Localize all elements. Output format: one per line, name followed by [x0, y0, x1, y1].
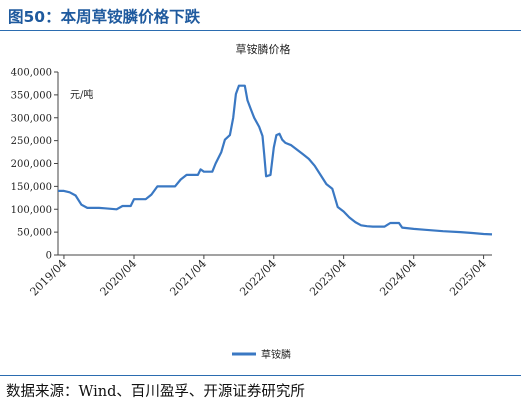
y-tick-label: 300,000 — [11, 113, 52, 124]
x-tick-label: 2021/04 — [167, 257, 209, 299]
line-chart: 草铵膦价格 元/吨 0 50,000 100,000 150,000 200,000 25… — [11, 42, 493, 361]
series-layer — [58, 84, 493, 236]
y-tick-label: 400,000 — [11, 68, 52, 79]
y-tick-label: 100,000 — [11, 205, 52, 216]
y-tick-label: 50,000 — [17, 228, 52, 239]
x-tick-label: 2019/04 — [28, 257, 70, 299]
unit-label: 元/吨 — [70, 88, 93, 101]
y-tick-label: 250,000 — [11, 136, 52, 147]
x-tick-label: 2025/04 — [447, 257, 489, 299]
source-note: 数据来源：Wind、百川盈孚、开源证券研究所 — [6, 384, 305, 400]
figure-title: 图50：本周草铵膦价格下跌 — [8, 8, 201, 26]
x-tick-label: 2020/04 — [98, 257, 140, 299]
y-tick-label: 150,000 — [11, 182, 52, 193]
title-divider — [0, 30, 521, 31]
y-tick-label: 200,000 — [11, 159, 52, 170]
y-tick-label: 350,000 — [11, 90, 52, 101]
x-tick-label: 2024/04 — [377, 257, 419, 299]
chart-title: 草铵膦价格 — [236, 42, 291, 56]
x-tick-label: 2023/04 — [307, 257, 349, 299]
legend: 草铵膦 — [232, 348, 291, 361]
y-axis: 0 50,000 100,000 150,000 200,000 250,000 300,0… — [11, 68, 59, 262]
x-axis: 2019/04 2020/04 2021/04 2022/04 2023/04 2024/… — [28, 254, 492, 299]
series-line — [58, 84, 493, 236]
x-tick-label: 2022/04 — [237, 257, 279, 299]
y-tick-label: 0 — [46, 251, 52, 262]
legend-label: 草铵膦 — [261, 348, 291, 361]
source-divider — [0, 375, 521, 376]
